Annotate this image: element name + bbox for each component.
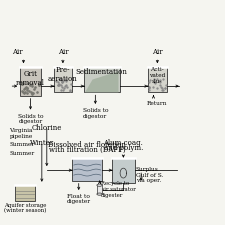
Text: Acti-
vated
slu-: Acti- vated slu- — [149, 67, 166, 84]
Bar — [72, 158, 102, 181]
Text: Grit
removal: Grit removal — [16, 70, 45, 88]
Bar — [54, 67, 72, 92]
Text: Pre-
aeration: Pre- aeration — [48, 66, 78, 83]
Bar — [20, 67, 41, 96]
Text: and polym.: and polym. — [104, 144, 143, 152]
Text: Air: Air — [152, 48, 163, 56]
Bar — [97, 185, 102, 194]
Ellipse shape — [97, 184, 102, 186]
Text: Summer: Summer — [9, 151, 35, 155]
Bar — [148, 67, 167, 92]
Text: Air: Air — [12, 48, 22, 56]
Text: Summer: Summer — [9, 142, 35, 146]
Text: Return: Return — [147, 101, 168, 106]
Text: with filtration (DAFF): with filtration (DAFF) — [49, 146, 126, 154]
Text: Surplus
Gulf of S.
via oper.: Surplus Gulf of S. via oper. — [136, 167, 163, 183]
Text: Recycle to
air saturator
digester: Recycle to air saturator digester — [101, 181, 135, 198]
Text: Winter: Winter — [30, 139, 54, 147]
Ellipse shape — [97, 193, 102, 195]
Text: Aquifer storage
(winter season): Aquifer storage (winter season) — [4, 203, 46, 214]
Text: Float to
digester: Float to digester — [67, 194, 91, 205]
Text: Virginia
pipeline: Virginia pipeline — [9, 128, 33, 139]
Text: Solids to
digestor: Solids to digestor — [83, 108, 108, 119]
Text: Sedimentation: Sedimentation — [76, 68, 128, 76]
Text: Dissolved air flotation: Dissolved air flotation — [48, 141, 126, 149]
Bar — [112, 158, 135, 183]
Text: Air: Air — [58, 48, 68, 56]
Text: Alum coag.: Alum coag. — [104, 139, 143, 147]
Polygon shape — [85, 71, 119, 92]
Bar — [15, 185, 35, 201]
Bar — [84, 67, 119, 92]
Text: Solids to
digestor: Solids to digestor — [18, 114, 43, 124]
Text: Chlorine: Chlorine — [32, 124, 62, 132]
